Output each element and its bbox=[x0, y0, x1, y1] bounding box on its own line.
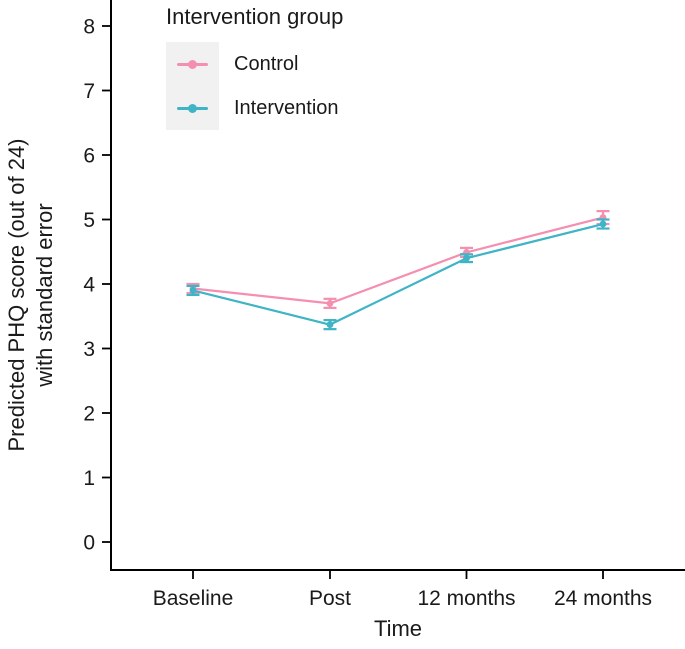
x-tick-label: Post bbox=[309, 587, 351, 610]
legend-key-intervention-icon bbox=[166, 86, 219, 130]
legend-label-intervention: Intervention bbox=[234, 96, 339, 119]
legend-title: Intervention group bbox=[166, 4, 344, 29]
data-point-intervention bbox=[326, 321, 334, 329]
x-tick-label: 24 months bbox=[554, 587, 652, 610]
data-point-intervention bbox=[599, 220, 607, 228]
y-tick-label: 4 bbox=[83, 274, 95, 297]
x-tick-label: Baseline bbox=[153, 587, 234, 610]
x-tick-label: 12 months bbox=[417, 587, 515, 610]
legend-item-intervention: Intervention bbox=[166, 86, 343, 130]
legend-dot-glyph bbox=[188, 59, 197, 69]
legend-key-control-icon bbox=[166, 42, 219, 86]
legend: Intervention group Control Intervention bbox=[166, 4, 343, 130]
x-axis-title: Time bbox=[373, 616, 423, 641]
y-axis-title: Predicted PHQ score (out of 24) with sta… bbox=[4, 138, 57, 452]
legend-dot-glyph bbox=[188, 103, 197, 113]
y-tick-label: 8 bbox=[83, 16, 95, 39]
y-tick-label: 5 bbox=[83, 209, 95, 232]
data-point-intervention bbox=[463, 254, 470, 262]
legend-keys: Control Intervention bbox=[166, 42, 343, 130]
data-point-control bbox=[326, 299, 334, 307]
legend-item-control: Control bbox=[166, 42, 343, 86]
y-tick-label: 0 bbox=[83, 532, 95, 555]
y-tick-label: 7 bbox=[83, 80, 95, 103]
series-line-intervention bbox=[192, 222, 604, 326]
y-tick-label: 3 bbox=[83, 338, 95, 361]
data-point-intervention bbox=[189, 287, 197, 294]
y-tick-label: 6 bbox=[83, 145, 95, 168]
y-tick-label: 1 bbox=[83, 467, 95, 490]
legend-label-control: Control bbox=[234, 52, 299, 75]
y-tick-label: 2 bbox=[83, 403, 95, 426]
series-line-control bbox=[192, 216, 604, 305]
